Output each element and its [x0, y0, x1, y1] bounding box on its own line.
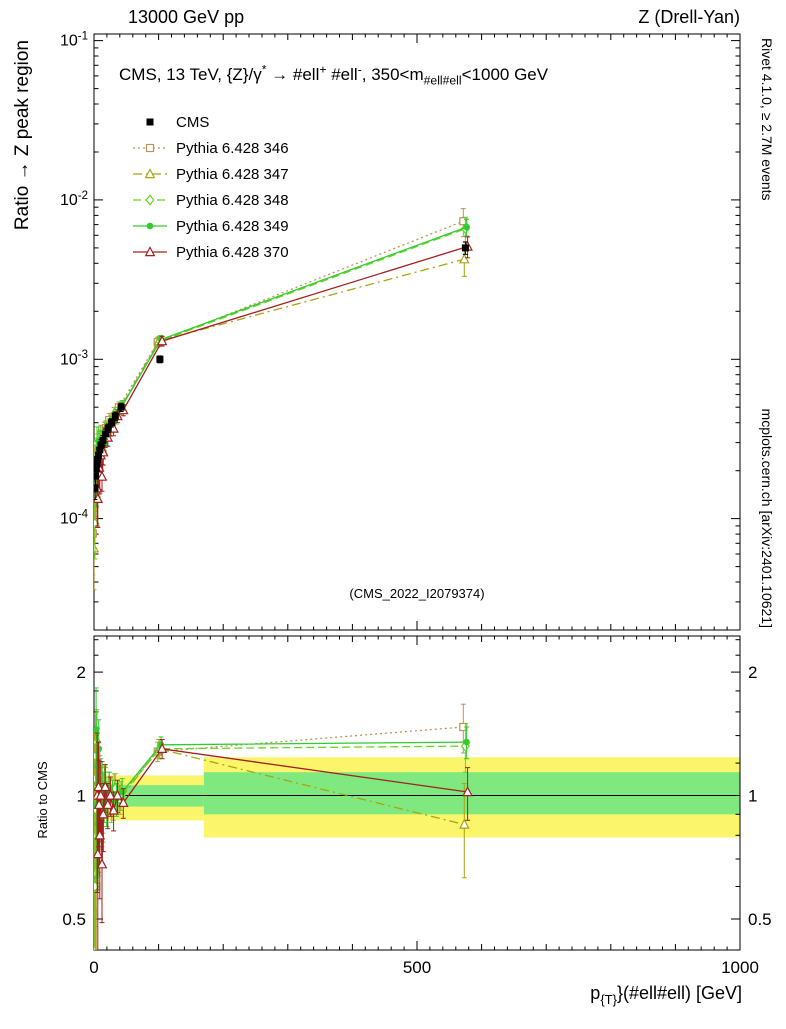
legend: CMS Pythia 6.428 346 Pythia 6.428 347 Pythi… [133, 114, 289, 261]
mcplots-reference-label: mcplots.cern.ch [arXiv:2401.10621] [759, 409, 775, 628]
legend-label: Pythia 6.428 347 [176, 166, 289, 183]
data-marker [145, 194, 155, 206]
series-line [96, 245, 468, 499]
data-marker [96, 470, 108, 481]
data-marker [96, 858, 108, 869]
legend-entry-cms: CMS [146, 114, 209, 131]
legend-entry-pythia-6-428-346: Pythia 6.428 346 [133, 140, 289, 157]
y-axis-title-ratio: Ratio to CMS [35, 761, 50, 839]
legend-label: CMS [176, 114, 209, 131]
series-pythia-6-428-348 [94, 216, 470, 560]
y-tick-label: 10-1 [60, 31, 88, 50]
data-marker [102, 798, 114, 809]
data-marker [99, 781, 111, 792]
x-axis-title: p{T}}(#ell#ell) [GeV] [590, 983, 742, 1007]
legend-label: Pythia 6.428 348 [176, 192, 289, 209]
plot-title: CMS, 13 TeV, {Z}/γ* → #ell+ #ell-, 350<m… [119, 63, 549, 88]
data-marker [94, 456, 102, 463]
y-axis-title-main: Ratio → Z peak region [12, 40, 33, 230]
beam-energy-label: 13000 GeV pp [128, 7, 244, 27]
data-marker [118, 788, 126, 796]
series-pythia-6-428-370 [94, 236, 473, 528]
legend-entry-pythia-6-428-349: Pythia 6.428 349 [133, 218, 289, 235]
data-marker [463, 223, 470, 231]
data-marker [99, 436, 107, 444]
ratio-series-pythia-6-428-370 [94, 732, 473, 950]
data-marker [145, 143, 155, 153]
data-marker [98, 808, 109, 819]
data-marker [94, 492, 104, 503]
data-marker [97, 441, 105, 449]
data-marker [94, 829, 106, 840]
data-marker [95, 451, 102, 459]
main-panel-series [94, 208, 473, 591]
ratio-tick-label: 0.5 [62, 910, 86, 929]
data-marker [146, 118, 154, 126]
y-tick-label: 10-2 [60, 190, 88, 209]
data-marker [463, 738, 470, 746]
ratio-panel-series [94, 687, 473, 950]
data-marker [144, 168, 156, 179]
ratio-tick-label: 1 [77, 787, 86, 806]
data-marker [459, 253, 470, 264]
data-marker [146, 222, 154, 230]
data-marker [111, 412, 119, 420]
data-marker [462, 786, 473, 797]
data-marker [102, 430, 110, 438]
data-marker [156, 355, 164, 363]
data-marker [95, 789, 106, 800]
ratio-tick-label: 1 [748, 787, 757, 806]
data-marker [156, 335, 168, 346]
watermark: (CMS_2022_I2079374) [349, 586, 484, 601]
data-marker [117, 403, 125, 411]
data-marker [94, 798, 105, 809]
data-marker [94, 465, 100, 473]
data-marker [94, 726, 100, 733]
data-marker [459, 818, 470, 829]
series-cms-data [94, 241, 469, 500]
data-marker [118, 796, 129, 808]
legend-entry-pythia-6-428-347: Pythia 6.428 347 [133, 166, 289, 183]
y-tick-label: 10-3 [60, 349, 88, 368]
data-marker [94, 781, 104, 792]
data-marker [94, 848, 104, 859]
ratio-tick-label: 0.5 [748, 910, 772, 929]
ratio-uncertainty-bands [94, 757, 741, 838]
data-marker [94, 460, 101, 468]
legend-entry-pythia-6-428-348: Pythia 6.428 348 [133, 192, 289, 209]
ratio-tick-label: 2 [748, 663, 757, 682]
data-marker [107, 419, 115, 427]
data-marker [94, 484, 99, 492]
y-tick-label: 10-4 [60, 509, 89, 528]
data-marker [156, 742, 168, 754]
series-line [94, 228, 466, 524]
data-marker [104, 424, 112, 432]
legend-entry-pythia-6-428-370: Pythia 6.428 370 [133, 244, 289, 261]
process-label: Z (Drell-Yan) [638, 7, 740, 27]
data-marker [105, 789, 116, 800]
ratio-tick-label: 2 [77, 663, 86, 682]
rivet-version-label: Rivet 4.1.0, ≥ 2.7M events [759, 38, 775, 201]
data-marker [112, 789, 123, 800]
legend-label: Pythia 6.428 370 [176, 244, 289, 261]
legend-label: Pythia 6.428 349 [176, 218, 289, 235]
series-line [94, 220, 464, 494]
series-pythia-6-428-346 [94, 208, 468, 576]
x-tick-label: 500 [403, 958, 431, 977]
data-marker [108, 804, 119, 815]
series-line [94, 258, 465, 549]
x-tick-label: 1000 [721, 958, 759, 977]
data-marker [96, 446, 104, 454]
data-uncertainty-band-green [203, 772, 741, 815]
data-marker [461, 244, 469, 252]
data-marker [144, 246, 156, 257]
legend-label: Pythia 6.428 346 [176, 140, 289, 157]
data-marker [94, 472, 100, 480]
x-tick-label: 0 [89, 958, 98, 977]
